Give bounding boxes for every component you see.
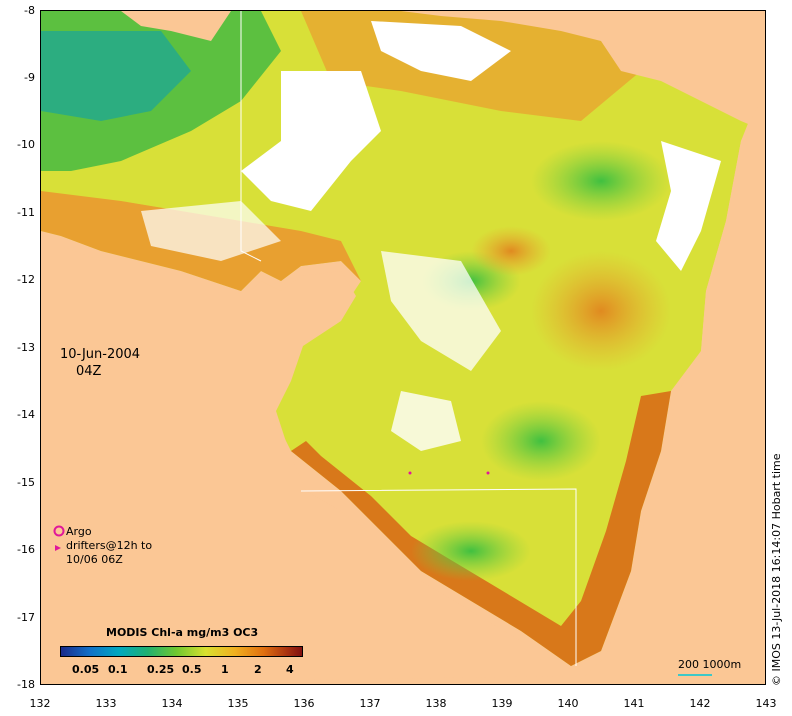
credit-text: © IMOS 13-Jul-2018 16:14:07 Hobart time [770, 453, 783, 687]
y-tick-label: -18 [17, 678, 35, 691]
x-tick-label: 140 [557, 697, 579, 710]
land-north [401, 11, 765, 131]
colorbar-tick: 2 [254, 663, 262, 676]
y-tick-label: -13 [17, 341, 35, 354]
argo-circle-icon [53, 525, 65, 537]
y-tick-label: -17 [17, 611, 35, 624]
argo-label: Argo [66, 525, 92, 538]
date-label: 10-Jun-2004 [60, 347, 141, 362]
x-tick-label: 137 [359, 697, 381, 710]
time-label: 04Z [76, 364, 102, 379]
cloud-region [371, 21, 511, 81]
x-tick-label: 132 [29, 697, 51, 710]
x-tick-label: 135 [227, 697, 249, 710]
depth-scale-line [678, 674, 712, 676]
chlorophyll-map [41, 11, 765, 684]
y-tick-label: -12 [17, 273, 35, 286]
land-west [41, 241, 571, 684]
x-tick-label: 138 [425, 697, 447, 710]
drifter-label: drifters@12h to [66, 539, 153, 552]
colorbar-title: MODIS Chl-a mg/m3 OC3 [106, 626, 259, 639]
colorbar-tick: 0.5 [182, 663, 202, 676]
x-tick-label: 134 [161, 697, 183, 710]
ocean-nw-blue [41, 31, 191, 121]
colorbar-tick: 1 [221, 663, 229, 676]
colorbar [60, 646, 303, 657]
colorbar-tick: 0.1 [108, 663, 128, 676]
cloud-region [381, 251, 501, 371]
colorbar-tick: 0.05 [72, 663, 100, 676]
colorbar-tick: 4 [286, 663, 294, 676]
y-tick-label: -9 [24, 71, 35, 84]
land-east [576, 91, 765, 684]
cloud-region [391, 391, 461, 451]
drifter-time-label: 10/06 06Z [66, 553, 123, 566]
argo-legend: Argo drifters@12h to 10/06 06Z [53, 525, 153, 567]
x-tick-label: 141 [623, 697, 645, 710]
x-tick-label: 143 [755, 697, 777, 710]
drifter-arrow-icon [55, 545, 61, 551]
y-tick-label: -8 [24, 4, 35, 17]
depth-scale-label: 200 1000m [678, 658, 742, 671]
y-tick-label: -16 [17, 543, 35, 556]
map-frame [40, 10, 766, 685]
land-nw-corner [121, 11, 231, 41]
cloud-region [656, 141, 721, 271]
cloud-region [141, 201, 281, 261]
x-tick-label: 136 [293, 697, 315, 710]
x-tick-label: 133 [95, 697, 117, 710]
x-tick-label: 139 [491, 697, 513, 710]
y-tick-label: -10 [17, 138, 35, 151]
y-tick-label: -15 [17, 476, 35, 489]
colorbar-tick: 0.25 [147, 663, 175, 676]
x-tick-label: 142 [689, 697, 711, 710]
cloud-region [241, 71, 381, 211]
y-tick-label: -11 [17, 206, 35, 219]
y-tick-label: -14 [17, 408, 35, 421]
